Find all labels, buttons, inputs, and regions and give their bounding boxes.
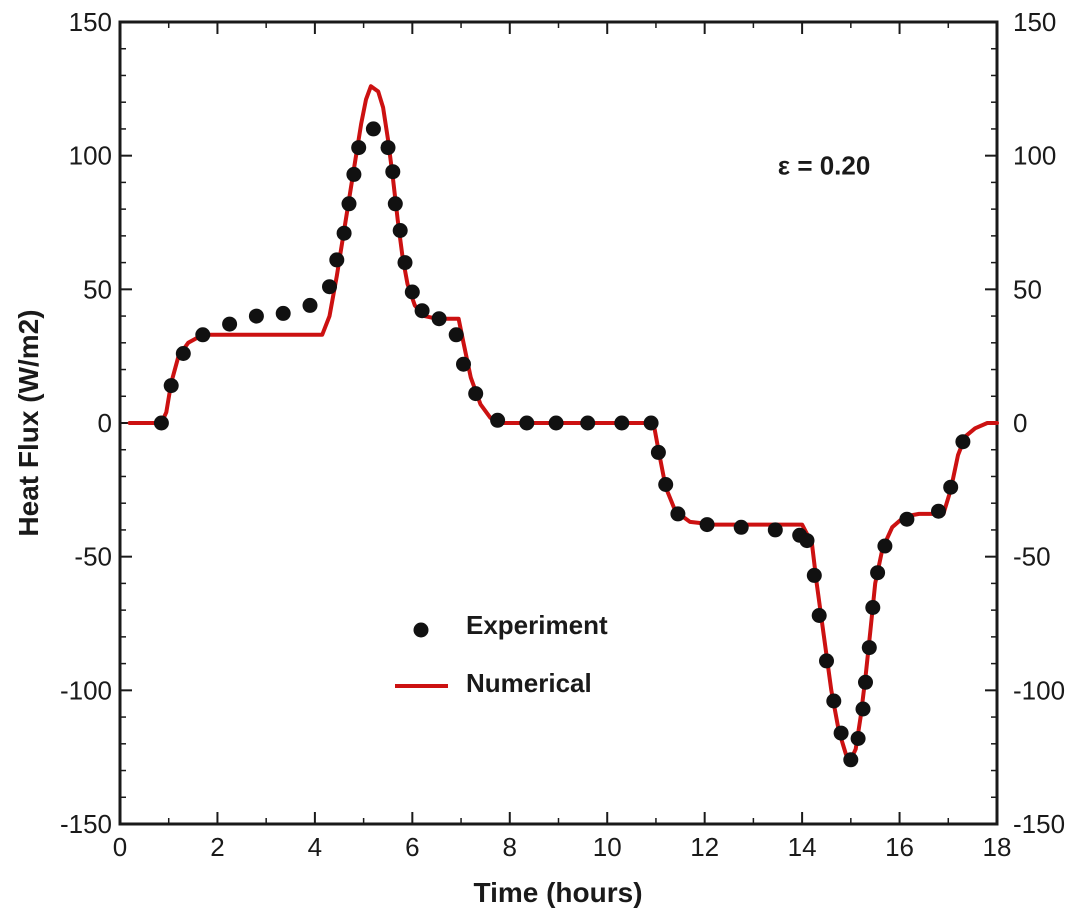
y-tick-label: -100 xyxy=(60,675,112,705)
experiment-point xyxy=(658,477,674,492)
experiment-point xyxy=(322,279,337,295)
y-axis: -150 -150 -100 -100 -50 -50 0 0 50 50 100 100 150 150 xyxy=(60,7,1065,839)
experiment-series xyxy=(153,121,971,768)
experiment-point xyxy=(865,600,881,615)
experiment-point xyxy=(955,434,971,450)
experiment-point xyxy=(826,693,842,709)
experiment-point xyxy=(195,327,211,343)
experiment-point xyxy=(877,538,893,554)
experiment-point xyxy=(392,223,408,238)
experiment-point xyxy=(468,386,484,402)
experiment-point xyxy=(448,327,464,343)
x-tick-label: 18 xyxy=(983,832,1012,862)
y-tick-label: 0 xyxy=(98,408,112,438)
experiment-point xyxy=(414,303,430,319)
y-tick-label-right: 0 xyxy=(1013,408,1027,438)
y-tick-label: 150 xyxy=(69,7,112,37)
experiment-point xyxy=(858,674,873,690)
x-tick-label: 12 xyxy=(690,832,719,862)
experiment-point xyxy=(850,731,866,746)
experiment-point xyxy=(819,653,834,669)
x-tick-label: 16 xyxy=(885,832,914,862)
experiment-point xyxy=(670,506,686,522)
experiment-point xyxy=(456,356,471,372)
experiment-point xyxy=(519,415,535,431)
experiment-point xyxy=(806,567,822,583)
x-axis: 0 2 4 6 8 10 12 14 16 18 xyxy=(113,22,1012,862)
experiment-point xyxy=(175,346,191,361)
y-tick-label-right: 150 xyxy=(1013,7,1056,37)
experiment-point xyxy=(341,196,357,212)
x-tick-label: 4 xyxy=(308,832,322,862)
y-tick-label: -50 xyxy=(74,542,112,572)
experiment-point xyxy=(365,121,381,137)
y-tick-label-right: 50 xyxy=(1013,274,1042,304)
x-tick-label: 14 xyxy=(788,832,817,862)
legend-experiment-label: Experiment xyxy=(466,610,608,640)
experiment-point xyxy=(650,444,666,460)
x-tick-label: 0 xyxy=(113,832,127,862)
experiment-point xyxy=(431,311,447,327)
experiment-point xyxy=(870,565,886,581)
y-tick-label-right: -150 xyxy=(1013,809,1065,839)
experiment-point xyxy=(153,415,169,431)
experiment-point xyxy=(580,415,596,431)
y-tick-label-right: 100 xyxy=(1013,141,1056,171)
experiment-point xyxy=(931,503,946,519)
x-axis-title: Time (hours) xyxy=(473,877,642,908)
experiment-point xyxy=(346,166,362,182)
x-tick-label: 6 xyxy=(405,832,419,862)
experiment-point xyxy=(397,255,413,271)
experiment-point xyxy=(490,412,506,428)
y-tick-label-right: -100 xyxy=(1013,675,1065,705)
experiment-point xyxy=(699,517,715,533)
experiment-point xyxy=(329,252,345,268)
experiment-point xyxy=(548,415,564,431)
experiment-point xyxy=(855,701,871,717)
experiment-point xyxy=(163,378,179,394)
experiment-point xyxy=(387,196,403,212)
x-tick-label: 8 xyxy=(503,832,517,862)
experiment-point xyxy=(799,533,815,549)
y-tick-label: 100 xyxy=(69,141,112,171)
y-tick-label: -150 xyxy=(60,809,112,839)
y-axis-title: Heat Flux (W/m2) xyxy=(13,309,44,536)
experiment-point xyxy=(643,415,659,431)
y-tick-label-right: -50 xyxy=(1013,542,1051,572)
experiment-point xyxy=(767,522,783,538)
experiment-point xyxy=(614,415,630,431)
experiment-point xyxy=(380,140,396,156)
experiment-point xyxy=(733,519,749,535)
legend-experiment-marker xyxy=(413,622,429,638)
experiment-point xyxy=(351,140,367,156)
experiment-point xyxy=(833,725,849,741)
y-tick-label: 50 xyxy=(83,274,112,304)
experiment-point xyxy=(899,511,915,527)
experiment-point xyxy=(811,608,827,623)
experiment-point xyxy=(302,297,318,313)
epsilon-annotation: ε = 0.20 xyxy=(778,150,871,180)
experiment-point xyxy=(385,164,401,180)
experiment-point xyxy=(248,308,264,324)
x-tick-label: 2 xyxy=(210,832,224,862)
experiment-point xyxy=(222,316,238,332)
experiment-point xyxy=(843,752,859,768)
experiment-point xyxy=(861,640,877,656)
legend: Experiment Numerical xyxy=(395,610,608,698)
experiment-point xyxy=(275,305,291,321)
legend-numerical-label: Numerical xyxy=(466,668,592,698)
experiment-point xyxy=(943,479,959,495)
x-tick-label: 10 xyxy=(593,832,622,862)
experiment-point xyxy=(404,284,420,300)
experiment-point xyxy=(336,225,352,241)
